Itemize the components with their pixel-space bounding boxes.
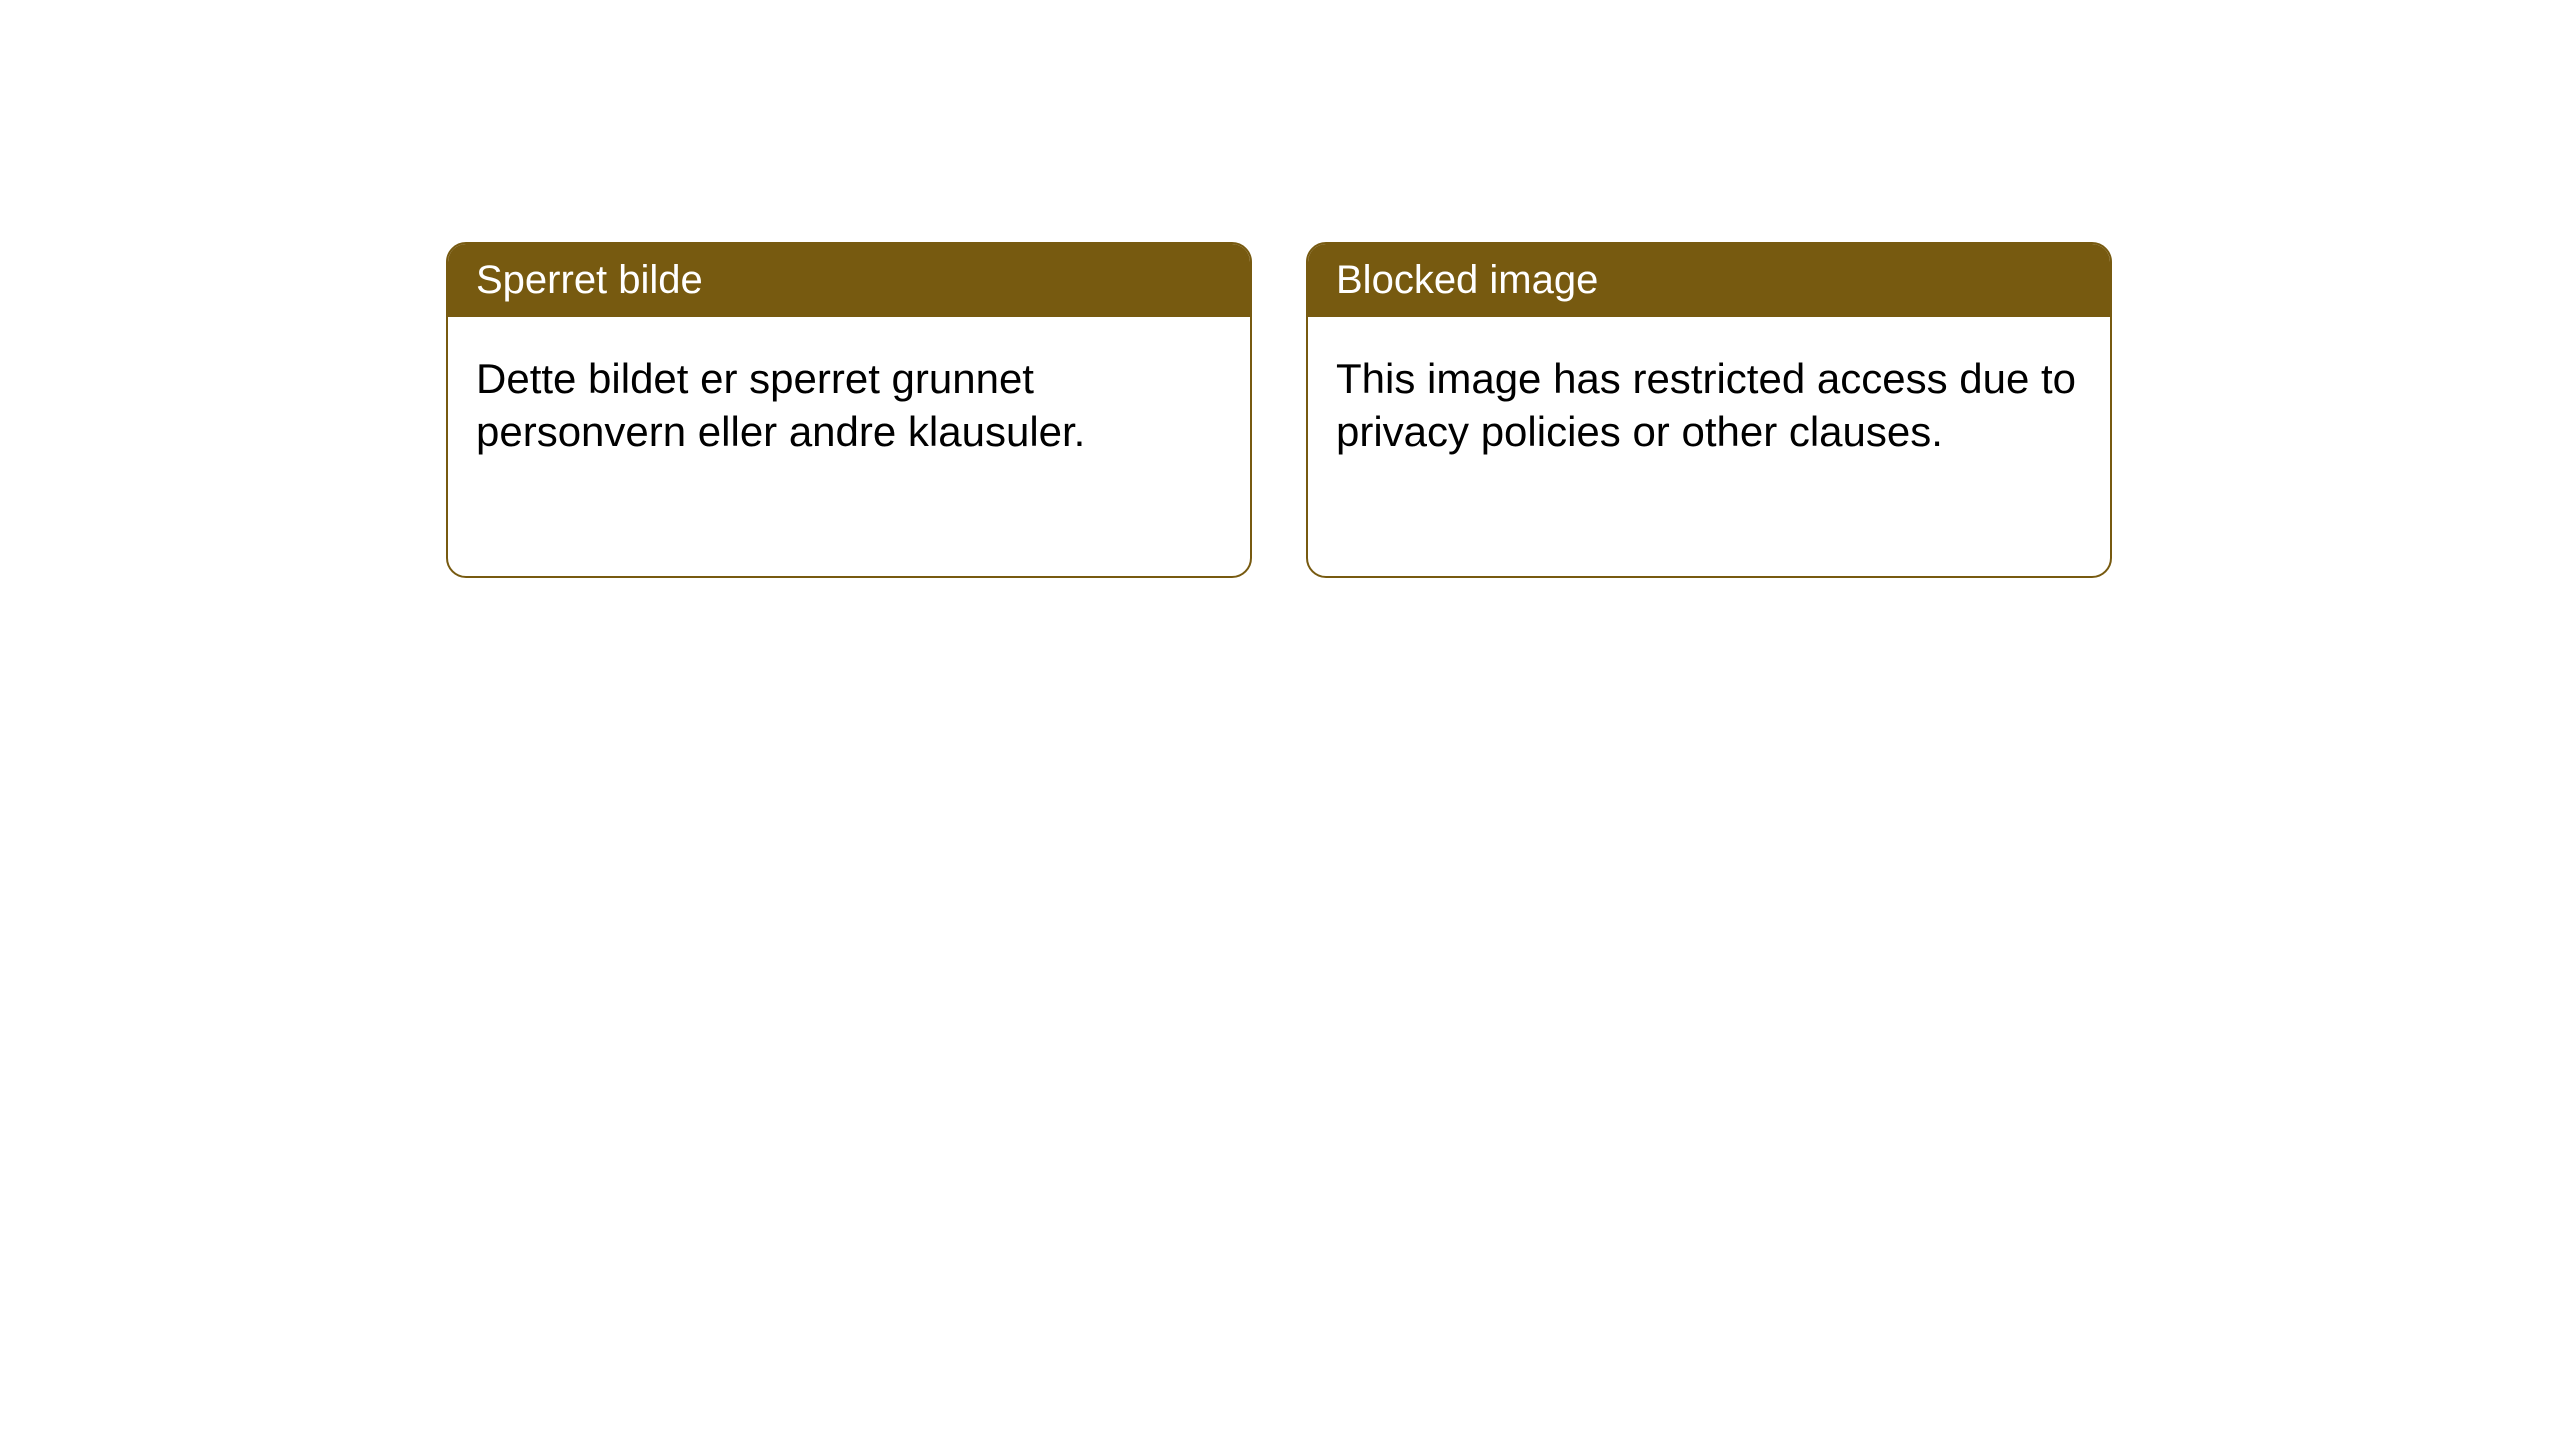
card-body-text: Dette bildet er sperret grunnet personve… — [476, 355, 1085, 455]
card-title: Blocked image — [1336, 258, 1598, 302]
notice-card-english: Blocked image This image has restricted … — [1306, 242, 2112, 578]
card-title: Sperret bilde — [476, 258, 703, 302]
notice-card-norwegian: Sperret bilde Dette bildet er sperret gr… — [446, 242, 1252, 578]
notice-container: Sperret bilde Dette bildet er sperret gr… — [0, 0, 2560, 578]
card-body: This image has restricted access due to … — [1308, 317, 2110, 494]
card-body-text: This image has restricted access due to … — [1336, 355, 2076, 455]
card-body: Dette bildet er sperret grunnet personve… — [448, 317, 1250, 494]
card-header: Blocked image — [1308, 244, 2110, 317]
card-header: Sperret bilde — [448, 244, 1250, 317]
